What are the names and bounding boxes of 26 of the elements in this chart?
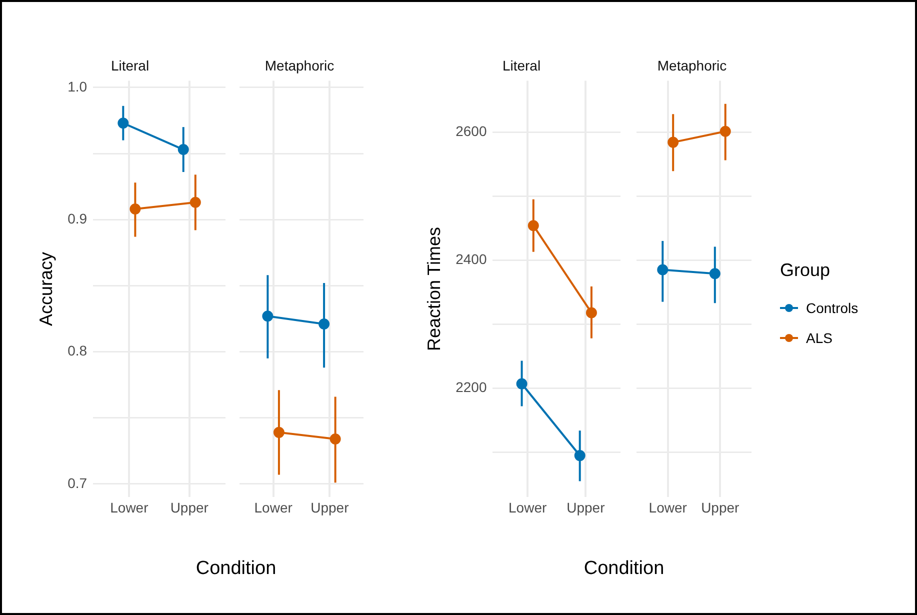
legend-label: ALS bbox=[806, 330, 832, 346]
y-tick-label: 0.9 bbox=[68, 210, 88, 226]
x-tick-label: Upper bbox=[701, 499, 740, 516]
chart-title: Metaphoric bbox=[657, 57, 727, 74]
y-tick-label: 2200 bbox=[456, 379, 487, 396]
legend-label: Controls bbox=[806, 300, 858, 316]
x-tick-label: Lower bbox=[508, 499, 547, 516]
y-tick-label: 0.8 bbox=[68, 342, 88, 359]
x-tick-label: Upper bbox=[566, 499, 606, 516]
x-tick-label: Lower bbox=[254, 499, 293, 516]
chart-title: Literal bbox=[502, 57, 541, 74]
chart-title: Metaphoric bbox=[264, 57, 334, 74]
y-axis-title: Accuracy bbox=[36, 252, 56, 326]
x-tick-label: Upper bbox=[170, 499, 209, 516]
y-axis-title: Reaction Times bbox=[424, 226, 444, 352]
legend-title: Group bbox=[780, 260, 832, 281]
x-axis-title: Condition bbox=[194, 558, 278, 580]
y-tick-label: 1.0 bbox=[68, 78, 88, 94]
x-tick-label: Upper bbox=[310, 499, 350, 516]
x-tick-label: Lower bbox=[110, 499, 149, 516]
y-tick-label: 2600 bbox=[456, 122, 487, 139]
y-tick-label: 2400 bbox=[456, 251, 487, 268]
x-tick-label: Lower bbox=[648, 499, 688, 516]
y-tick-label: 0.7 bbox=[68, 474, 88, 491]
chart-title: Literal bbox=[110, 57, 150, 74]
x-axis-title: Condition bbox=[582, 558, 666, 580]
